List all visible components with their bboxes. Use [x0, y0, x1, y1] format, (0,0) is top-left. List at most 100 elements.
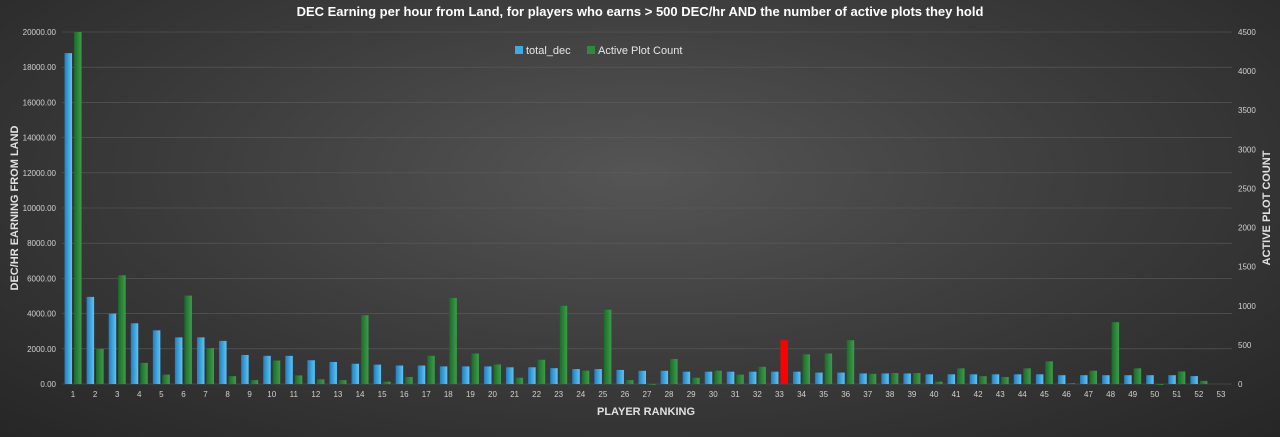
bar-active-plot-count [1045, 361, 1053, 384]
bar-active-plot-count [736, 374, 744, 384]
bar-active-plot-count [1177, 371, 1186, 384]
x-tick-label: 21 [510, 390, 519, 399]
x-tick-label: 47 [1084, 390, 1093, 399]
bar-active-plot-count [1089, 370, 1098, 384]
left-tick-label: 10000.00 [23, 204, 57, 213]
x-tick-label: 45 [1040, 390, 1049, 399]
chart-title: DEC Earning per hour from Land, for play… [297, 4, 984, 19]
bar-total-dec [638, 370, 646, 384]
bar-active-plot-count [1111, 322, 1120, 384]
x-tick-label: 8 [225, 390, 230, 399]
x-tick-label: 48 [1106, 390, 1115, 399]
x-tick-label: 17 [422, 390, 431, 399]
right-tick-label: 500 [1238, 341, 1252, 350]
bar-total-dec [174, 337, 183, 384]
right-tick-label: 1500 [1238, 263, 1256, 272]
bar-total-dec [1146, 375, 1154, 384]
bar-active-plot-count [824, 353, 833, 384]
bar-active-plot-count [846, 340, 855, 384]
bar-active-plot-count [868, 373, 877, 384]
bar-total-dec [572, 369, 580, 384]
bar-total-dec [219, 340, 227, 384]
bar-total-dec [660, 370, 669, 384]
bar-active-plot-count [96, 348, 104, 384]
bar-active-plot-count [559, 305, 568, 384]
bar-total-dec [130, 323, 139, 384]
x-tick-label: 13 [333, 390, 342, 399]
x-tick-label: 18 [444, 390, 453, 399]
left-axis-ticks: 0.00 2000.00 4000.00 6000.00 8000.00 10000.00… [23, 28, 57, 389]
bar-active-plot-count [449, 297, 457, 384]
bar-total-dec [881, 373, 889, 384]
bar-total-dec [307, 360, 315, 384]
bar-active-plot-count [890, 373, 899, 384]
bar-total-dec [263, 355, 271, 384]
x-axis-ticks: 1 2 3 4 5 6 7 8 9 10 11 12 13 14 15 16 17 18 19 20 21 22 23 24 2… [71, 390, 1226, 399]
left-tick-label: 16000.00 [23, 98, 57, 107]
bar-total-dec [196, 337, 205, 384]
bar-total-dec [241, 354, 249, 384]
bar-active-plot-count [228, 376, 237, 384]
bar-total-dec [1013, 374, 1022, 384]
bar-active-plot-count [493, 364, 501, 384]
bar-total-dec [506, 367, 514, 384]
bar-active-plot-count [1199, 380, 1208, 384]
x-tick-label: 41 [952, 390, 961, 399]
left-tick-label: 18000.00 [23, 63, 57, 72]
bar-total-dec [528, 367, 536, 384]
bar-total-dec [815, 372, 823, 384]
bar-total-dec [991, 374, 1000, 384]
bar-total-dec [726, 371, 735, 384]
bar-active-plot-count [184, 295, 192, 384]
bar-total-dec [329, 362, 337, 384]
right-axis-title: ACTIVE PLOT COUNT [1261, 150, 1273, 265]
x-tick-label: 33 [775, 390, 784, 399]
right-tick-label: 3000 [1238, 145, 1256, 154]
bar-active-plot-count [758, 366, 766, 384]
x-tick-label: 3 [115, 390, 120, 399]
bar-active-plot-count [118, 275, 126, 384]
bar-total-dec [483, 366, 492, 384]
x-tick-label: 5 [159, 390, 164, 399]
bar-total-dec [903, 373, 911, 384]
bar-total-dec [1168, 375, 1176, 384]
legend: total_dec Active Plot Count [515, 45, 682, 57]
bar-total-dec [594, 369, 602, 384]
bar-active-plot-count [670, 358, 678, 384]
x-tick-label: 38 [885, 390, 894, 399]
bar-active-plot-count [338, 380, 347, 384]
x-tick-label: 22 [532, 390, 541, 399]
right-tick-label: 4500 [1238, 28, 1256, 37]
x-axis-title: PLAYER RANKING [597, 406, 695, 418]
bar-total-dec [373, 364, 382, 384]
x-tick-label: 10 [267, 390, 276, 399]
bar-total-dec [770, 371, 779, 384]
bar-total-dec [947, 374, 956, 384]
legend-label-active-plot-count: Active Plot Count [598, 45, 682, 57]
bar-total-dec [793, 371, 801, 384]
bar-active-plot-count [361, 315, 369, 384]
x-tick-label: 24 [576, 390, 585, 399]
bar-total-dec [86, 296, 95, 384]
x-tick-label: 23 [554, 390, 563, 399]
left-tick-label: 14000.00 [23, 134, 57, 143]
bar-total-dec [395, 365, 404, 384]
x-tick-label: 44 [1018, 390, 1027, 399]
x-tick-label: 32 [753, 390, 762, 399]
bars [64, 32, 1208, 385]
bar-total-dec [108, 313, 117, 384]
x-tick-label: 19 [466, 390, 475, 399]
bar-total-dec [1190, 376, 1198, 384]
bar-active-plot-count [1155, 384, 1164, 385]
x-tick-label: 36 [841, 390, 850, 399]
x-tick-label: 15 [378, 390, 387, 399]
bar-active-plot-count [979, 376, 987, 384]
bar-total-dec [64, 53, 73, 385]
bar-active-plot-count [162, 374, 170, 384]
left-tick-label: 2000.00 [27, 345, 56, 354]
bar-active-plot-count [1023, 368, 1031, 384]
x-tick-label: 53 [1217, 390, 1226, 399]
bar-total-dec [969, 374, 978, 384]
bar-active-plot-count [625, 380, 634, 384]
x-tick-label: 39 [907, 390, 916, 399]
